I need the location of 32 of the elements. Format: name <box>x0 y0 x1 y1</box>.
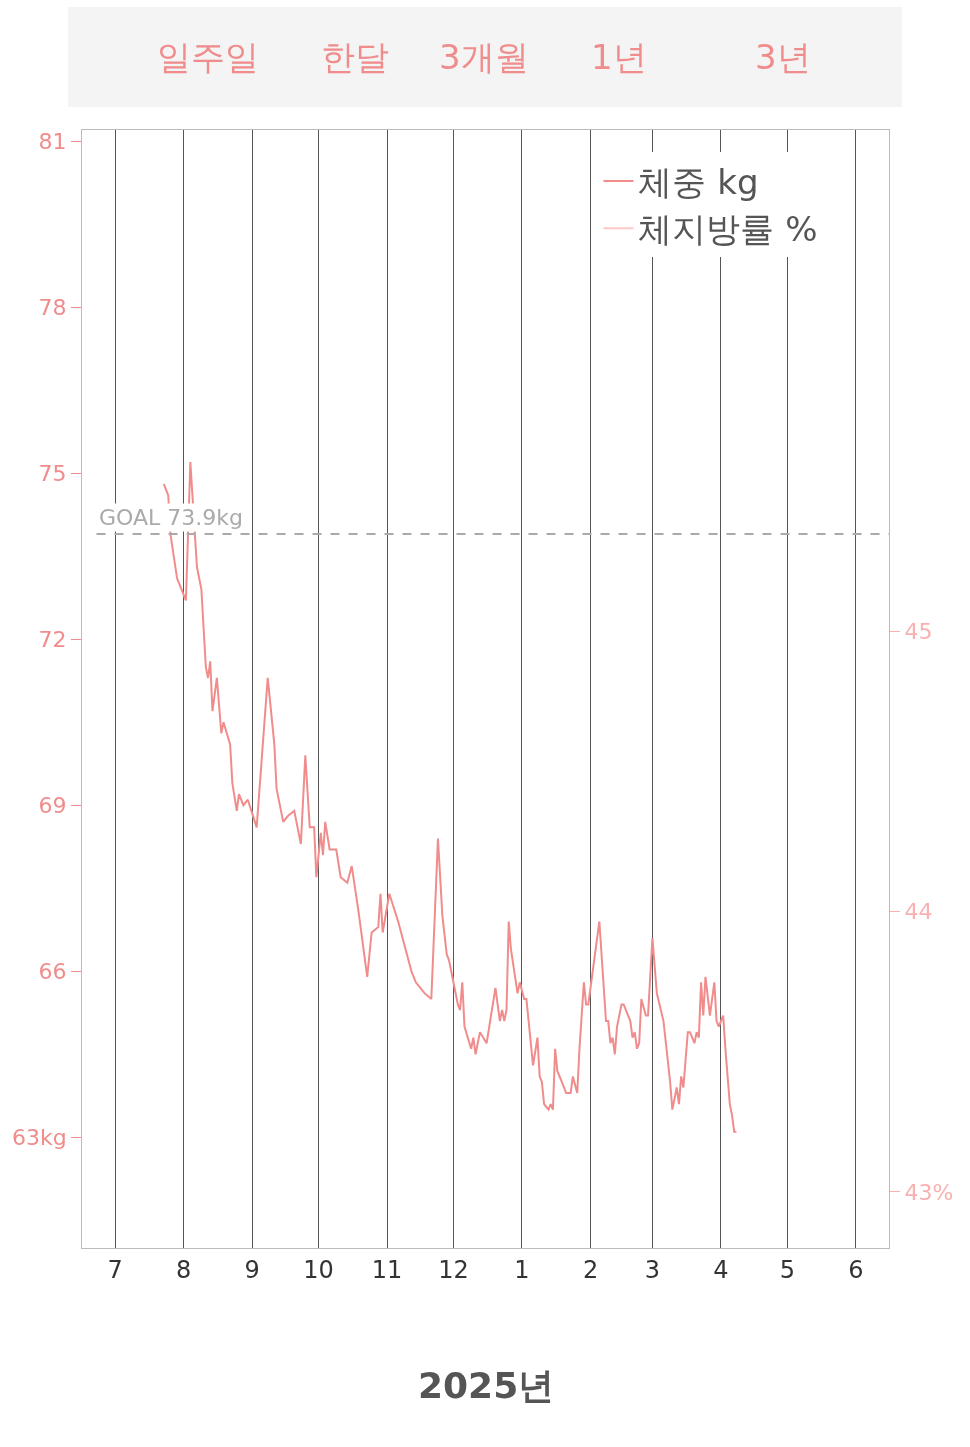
y-tick-label: 63kg <box>11 1125 67 1151</box>
x-tick-label: 2 <box>582 1255 599 1284</box>
text: 3개월 <box>439 37 529 77</box>
x-tick-label: 4 <box>713 1255 729 1284</box>
legend-label: 체지방률 % <box>638 209 818 250</box>
text: 한달 <box>321 37 389 77</box>
x-tick-label: 8 <box>176 1255 192 1284</box>
x-tick-label: 12 <box>438 1255 469 1284</box>
text: 2025년 <box>418 1365 555 1406</box>
y-tick-label: 72 <box>38 626 67 652</box>
text: 3년 <box>755 37 811 77</box>
x-tick-label: 7 <box>107 1255 123 1284</box>
x-tick-label: 5 <box>779 1255 795 1284</box>
x-tick-label: 9 <box>244 1255 260 1284</box>
x-tick-label: 6 <box>848 1255 864 1284</box>
y-tick-label: 81 <box>38 128 67 154</box>
y2-tick-label: 43% <box>904 1179 954 1205</box>
text: 1년 <box>591 37 647 77</box>
legend-label: 체중 kg <box>638 162 759 203</box>
y2-tick-label: 45 <box>904 619 933 645</box>
x-tick-label: 3 <box>644 1255 661 1284</box>
x-tick-label: 1 <box>514 1255 530 1284</box>
x-tick-label: 11 <box>371 1255 403 1284</box>
y-tick-label: 75 <box>38 460 67 486</box>
text: 일주일 <box>157 37 259 77</box>
y2-tick-label: 44 <box>904 899 933 925</box>
x-tick-label: 10 <box>303 1255 334 1284</box>
line-series <box>162 461 738 1133</box>
y-tick-label: 78 <box>38 294 67 320</box>
ref-line-label: GOAL 73.9kg <box>99 505 243 530</box>
y-tick-label: 66 <box>38 958 67 984</box>
y-tick-label: 69 <box>38 792 67 818</box>
